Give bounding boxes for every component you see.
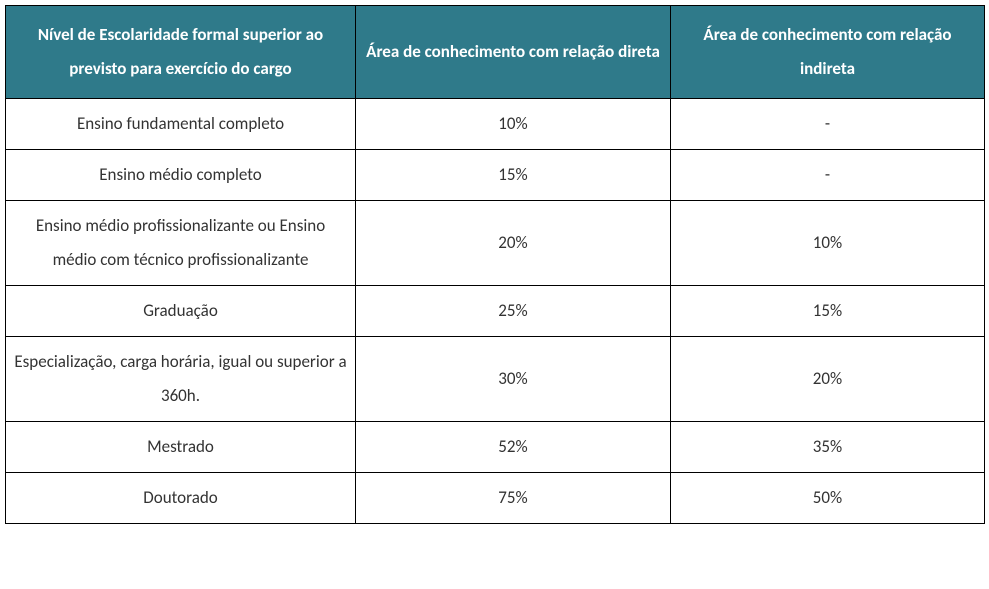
cell-indirect: - xyxy=(671,150,985,201)
table-row: Especialização, carga horária, igual ou … xyxy=(6,337,985,422)
cell-indirect: - xyxy=(671,99,985,150)
cell-direct: 15% xyxy=(356,150,671,201)
table-row: Ensino médio profissionalizante ou Ensin… xyxy=(6,201,985,286)
table-header-row: Nível de Escolaridade formal superior ao… xyxy=(6,6,985,99)
cell-level: Mestrado xyxy=(6,422,356,473)
cell-indirect: 15% xyxy=(671,286,985,337)
table-row: Graduação 25% 15% xyxy=(6,286,985,337)
cell-level: Doutorado xyxy=(6,473,356,524)
cell-indirect: 50% xyxy=(671,473,985,524)
table-row: Ensino médio completo 15% - xyxy=(6,150,985,201)
cell-level: Ensino médio completo xyxy=(6,150,356,201)
cell-level: Ensino fundamental completo xyxy=(6,99,356,150)
cell-level: Especialização, carga horária, igual ou … xyxy=(6,337,356,422)
cell-indirect: 10% xyxy=(671,201,985,286)
cell-direct: 30% xyxy=(356,337,671,422)
col-header-indirect: Área de conhecimento com relação indiret… xyxy=(671,6,985,99)
cell-direct: 10% xyxy=(356,99,671,150)
cell-direct: 75% xyxy=(356,473,671,524)
escolaridade-table: Nível de Escolaridade formal superior ao… xyxy=(5,5,985,524)
cell-level: Ensino médio profissionalizante ou Ensin… xyxy=(6,201,356,286)
cell-direct: 25% xyxy=(356,286,671,337)
table-row: Mestrado 52% 35% xyxy=(6,422,985,473)
cell-indirect: 35% xyxy=(671,422,985,473)
cell-level: Graduação xyxy=(6,286,356,337)
col-header-level: Nível de Escolaridade formal superior ao… xyxy=(6,6,356,99)
cell-direct: 20% xyxy=(356,201,671,286)
col-header-direct: Área de conhecimento com relação direta xyxy=(356,6,671,99)
cell-direct: 52% xyxy=(356,422,671,473)
cell-indirect: 20% xyxy=(671,337,985,422)
table-row: Doutorado 75% 50% xyxy=(6,473,985,524)
table-row: Ensino fundamental completo 10% - xyxy=(6,99,985,150)
